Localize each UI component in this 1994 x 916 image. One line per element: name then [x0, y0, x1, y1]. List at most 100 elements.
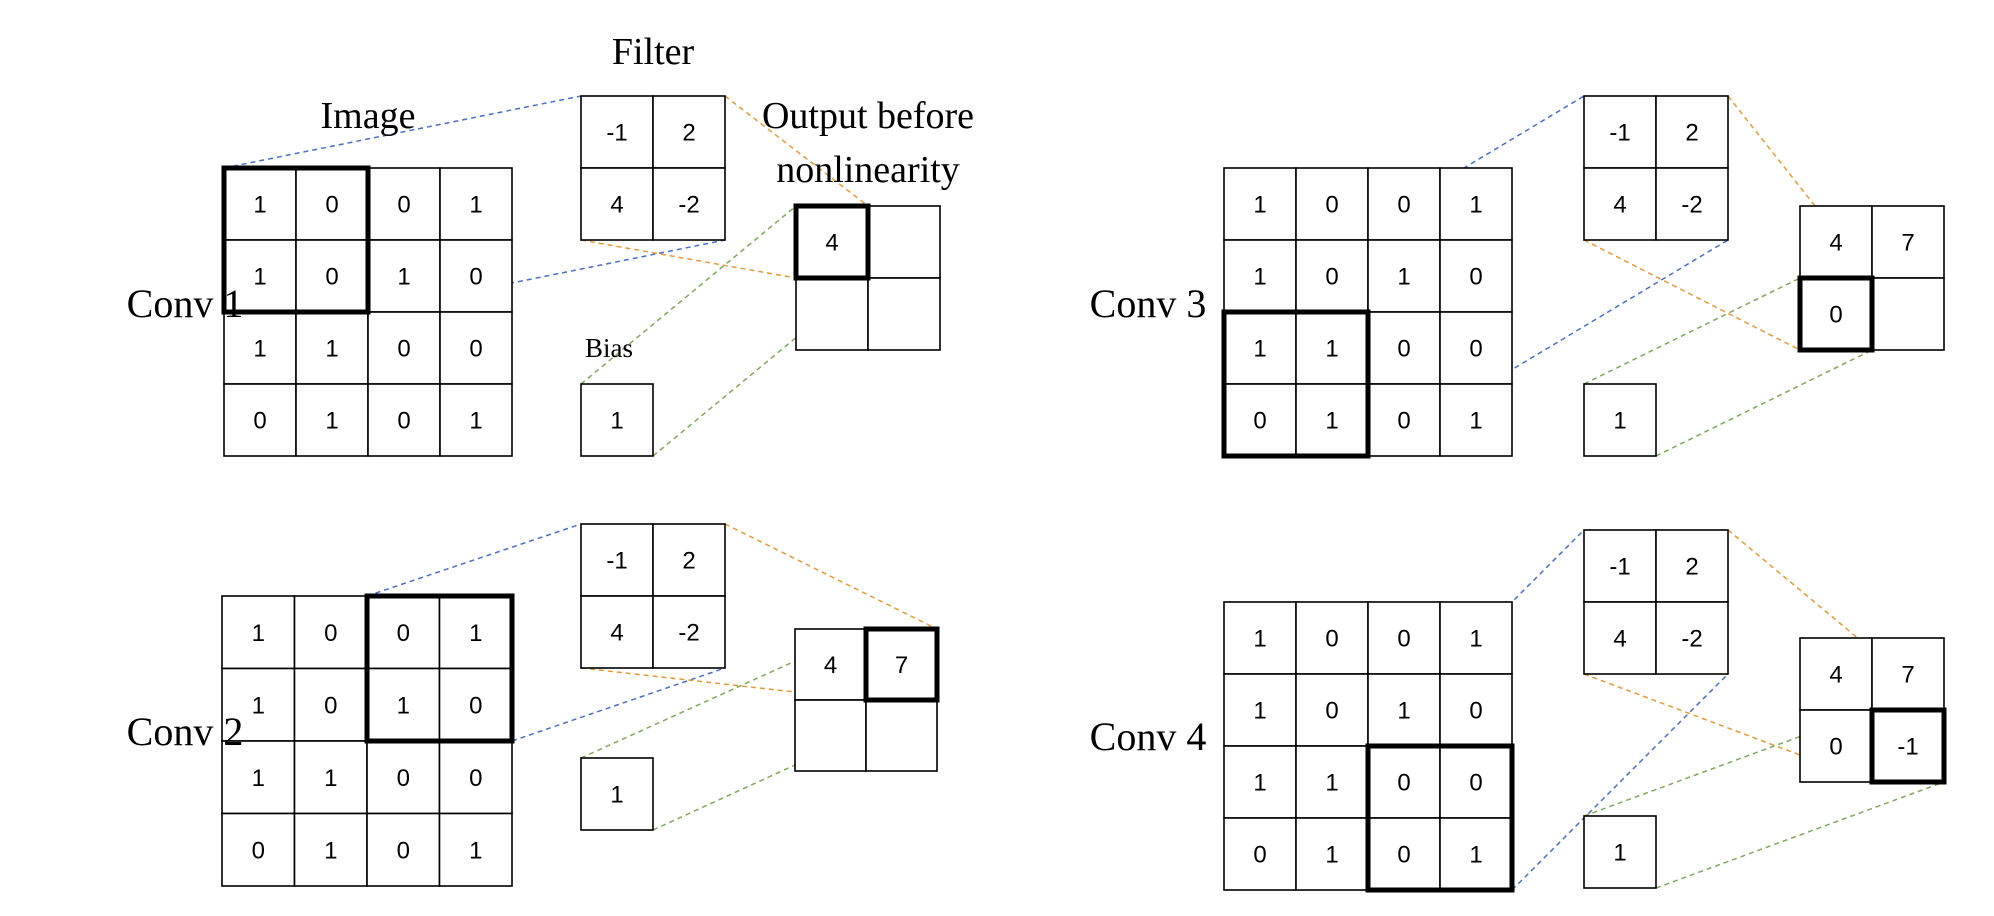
image-grid-cell-value: 0 — [1325, 192, 1338, 219]
filter-grid-cell — [580, 595, 654, 669]
image-grid-cell — [439, 239, 513, 313]
output-grid-cell-value: 4 — [824, 652, 837, 679]
bias-heading: Bias — [585, 333, 633, 363]
image-grid-cell-value: 1 — [1325, 770, 1338, 797]
image-grid-cell-value: 0 — [1397, 770, 1410, 797]
conv-step-title: Conv 1 — [127, 281, 244, 326]
image-grid-cell — [367, 239, 441, 313]
output-grid-cell-value: 4 — [825, 230, 838, 257]
output-grid-cell — [1799, 709, 1873, 783]
image-grid-cell — [1295, 601, 1369, 675]
active-output-highlight — [1869, 707, 1947, 785]
output-grid-cell — [867, 205, 941, 279]
output-grid-cell — [1799, 637, 1873, 711]
image-grid-cell — [221, 812, 296, 887]
filter-grid-cell-value: -1 — [606, 548, 627, 575]
image-grid-cell-value: 0 — [325, 264, 338, 291]
filter-grid-cell — [1583, 601, 1657, 675]
image-grid-cell-value: 0 — [1397, 336, 1410, 363]
filter-grid-cell — [652, 523, 726, 597]
image-grid-cell — [1295, 383, 1369, 457]
filter-grid-cell-value: 4 — [610, 620, 623, 647]
bias-to-output-line — [1655, 781, 1945, 889]
conv-step-4: 1 0 0 11 0 1 01 1 0 00 1 0 1-1 24 -214 70 -1 — [1223, 529, 1947, 893]
image-grid-cell — [223, 311, 297, 385]
image-grid-cell-value: 0 — [324, 620, 337, 647]
bias-cell — [1583, 383, 1657, 457]
bias-cell — [580, 383, 654, 457]
filter-grid-cell-value: -1 — [606, 120, 627, 147]
filter-grid-cell — [580, 523, 654, 597]
image-grid-cell — [366, 812, 441, 887]
image-grid-cell — [439, 383, 513, 457]
image-grid-cell-value: 0 — [397, 336, 410, 363]
image-grid-cell-value: 0 — [397, 765, 410, 792]
image-grid-cell-value: 1 — [469, 837, 482, 864]
image-grid-cell — [366, 667, 441, 742]
image-grid-cell-value: 1 — [397, 264, 410, 291]
image-grid-cell-value: 0 — [1469, 770, 1482, 797]
image-grid-cell — [223, 383, 297, 457]
filter-grid-cell-value: 2 — [682, 548, 695, 575]
filter-grid-cell-value: -2 — [678, 620, 699, 647]
bias-cell — [580, 757, 654, 831]
active-output-highlight — [863, 626, 940, 703]
bias-cell-value: 1 — [610, 408, 623, 435]
image-grid-cell-value: 1 — [1397, 264, 1410, 291]
image-grid-cell — [1439, 383, 1513, 457]
image-grid-cell-value: 0 — [253, 408, 266, 435]
image-grid-cell — [221, 740, 296, 815]
image-grid-cell — [221, 667, 296, 742]
output-heading-line1: Output before — [762, 95, 974, 137]
image-grid-cell-value: 0 — [469, 264, 482, 291]
output-grid-cell — [865, 699, 938, 772]
receptive-field-highlight — [221, 165, 371, 315]
image-grid-cell — [439, 311, 513, 385]
output-grid-cell — [867, 277, 941, 351]
filter-grid-cell-value: 2 — [1685, 554, 1698, 581]
image-grid-cell-value: 0 — [397, 408, 410, 435]
filter-grid-cell-value: -2 — [1681, 192, 1702, 219]
image-grid-cell-value: 0 — [1325, 698, 1338, 725]
image-grid-cell — [1439, 311, 1513, 385]
image-grid-cell-value: 1 — [1253, 336, 1266, 363]
filter-grid-cell — [1655, 167, 1729, 241]
filter-grid-cell — [580, 167, 654, 241]
output-grid-cell-value: 7 — [1901, 230, 1914, 257]
active-output-highlight — [1797, 275, 1875, 353]
image-grid-cell-value: 1 — [1325, 408, 1338, 435]
image-grid-cell-value: 1 — [1469, 192, 1482, 219]
image-grid-cell — [295, 239, 369, 313]
image-grid-cell — [366, 740, 441, 815]
image-grid-cell-value: 1 — [252, 692, 265, 719]
image-grid-cell-value: 1 — [469, 192, 482, 219]
receptive-field-highlight — [1221, 309, 1371, 459]
bias-cell — [1583, 815, 1657, 889]
image-grid-cell — [1223, 817, 1297, 891]
image-grid-cell-value: 1 — [253, 336, 266, 363]
image-grid-cell-value: 0 — [397, 837, 410, 864]
conv-step-title: Conv 4 — [1090, 714, 1207, 759]
image-grid-cell-value: 0 — [397, 620, 410, 647]
output-grid-cell-value: 4 — [1829, 230, 1842, 257]
bias-to-output-line — [580, 205, 797, 385]
image-grid-cell-value: 0 — [1253, 842, 1266, 869]
filter-grid-cell-value: -2 — [1681, 626, 1702, 653]
filter-grid-cell-value: 4 — [610, 192, 623, 219]
image-grid-cell-value: 1 — [1253, 192, 1266, 219]
image-grid-cell-value: 0 — [325, 192, 338, 219]
filter-grid-cell — [580, 95, 654, 169]
conv-step-2: 1 0 0 1 1 0 1 0 1 1 0 0 0 1 0 1 -1 2 4 -2 1 4 7 — [221, 523, 940, 887]
filter-grid-cell-value: -1 — [1609, 120, 1630, 147]
filter-to-output-line — [724, 523, 938, 630]
filter-grid-cell-value: 4 — [1613, 192, 1626, 219]
window-to-filter-line — [511, 667, 726, 742]
image-grid-cell-value: 1 — [253, 192, 266, 219]
output-grid-cell — [1871, 277, 1945, 351]
filter-heading: Filter — [612, 31, 695, 73]
conv-step-3: 1 0 0 11 0 1 01 1 0 00 1 0 1-1 24 -214 70 — [1221, 95, 1945, 459]
image-grid-cell — [1223, 311, 1297, 385]
image-grid-cell-value: 1 — [1253, 626, 1266, 653]
image-grid-cell-value: 1 — [1253, 770, 1266, 797]
receptive-field-highlight — [364, 593, 515, 744]
